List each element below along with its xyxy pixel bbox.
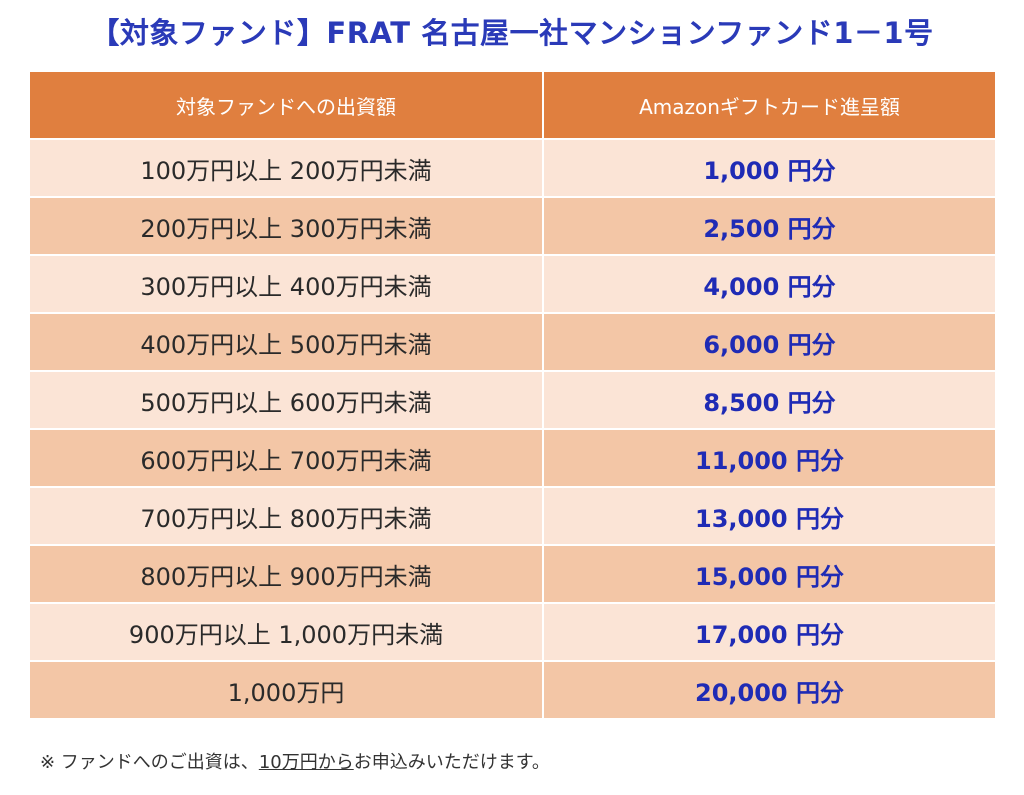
header-gift-card-amount: Amazonギフトカード進呈額: [542, 70, 997, 140]
investment-amount-cell: 900万円以上 1,000万円未満: [28, 602, 544, 662]
footnote-minimum-amount: 10万円から: [258, 752, 354, 773]
gift-card-amount-cell: 20,000 円分: [542, 660, 997, 720]
gift-card-amount-cell: 1,000 円分: [542, 138, 997, 198]
footnote: ※ ファンドへのご出資は、10万円からお申込みいただけます。: [40, 748, 550, 774]
gift-card-amount-cell: 4,000 円分: [542, 254, 997, 314]
investment-amount-cell: 300万円以上 400万円未満: [28, 254, 544, 314]
gift-card-amount-cell: 6,000 円分: [542, 312, 997, 372]
table-row: 100万円以上 200万円未満 1,000 円分: [28, 138, 997, 198]
gift-card-amount-cell: 11,000 円分: [542, 428, 997, 488]
footnote-prefix: ※ ファンドへのご出資は、: [40, 752, 259, 773]
table-row: 1,000万円 20,000 円分: [28, 660, 997, 720]
table-row: 200万円以上 300万円未満 2,500 円分: [28, 196, 997, 256]
investment-amount-cell: 100万円以上 200万円未満: [28, 138, 544, 198]
gift-card-amount-cell: 8,500 円分: [542, 370, 997, 430]
investment-amount-cell: 200万円以上 300万円未満: [28, 196, 544, 256]
gift-card-amount-cell: 13,000 円分: [542, 486, 997, 546]
investment-amount-cell: 500万円以上 600万円未満: [28, 370, 544, 430]
table-row: 900万円以上 1,000万円未満 17,000 円分: [28, 602, 997, 662]
table-row: 300万円以上 400万円未満 4,000 円分: [28, 254, 997, 314]
investment-amount-cell: 600万円以上 700万円未満: [28, 428, 544, 488]
table-row: 600万円以上 700万円未満 11,000 円分: [28, 428, 997, 488]
header-investment-amount: 対象ファンドへの出資額: [28, 70, 544, 140]
table-row: 400万円以上 500万円未満 6,000 円分: [28, 312, 997, 372]
table-row: 500万円以上 600万円未満 8,500 円分: [28, 370, 997, 430]
reward-table: 対象ファンドへの出資額 Amazonギフトカード進呈額 100万円以上 200万…: [28, 70, 997, 720]
investment-amount-cell: 700万円以上 800万円未満: [28, 486, 544, 546]
footnote-suffix: お申込みいただけます。: [353, 752, 550, 773]
gift-card-amount-cell: 15,000 円分: [542, 544, 997, 604]
investment-amount-cell: 1,000万円: [28, 660, 544, 720]
page-title: 【対象ファンド】FRAT 名古屋一社マンションファンド1－1号: [90, 16, 934, 50]
gift-card-amount-cell: 17,000 円分: [542, 602, 997, 662]
investment-amount-cell: 800万円以上 900万円未満: [28, 544, 544, 604]
table-row: 700万円以上 800万円未満 13,000 円分: [28, 486, 997, 546]
gift-card-amount-cell: 2,500 円分: [542, 196, 997, 256]
table-row: 800万円以上 900万円未満 15,000 円分: [28, 544, 997, 604]
investment-amount-cell: 400万円以上 500万円未満: [28, 312, 544, 372]
table-header-row: 対象ファンドへの出資額 Amazonギフトカード進呈額: [28, 70, 997, 140]
